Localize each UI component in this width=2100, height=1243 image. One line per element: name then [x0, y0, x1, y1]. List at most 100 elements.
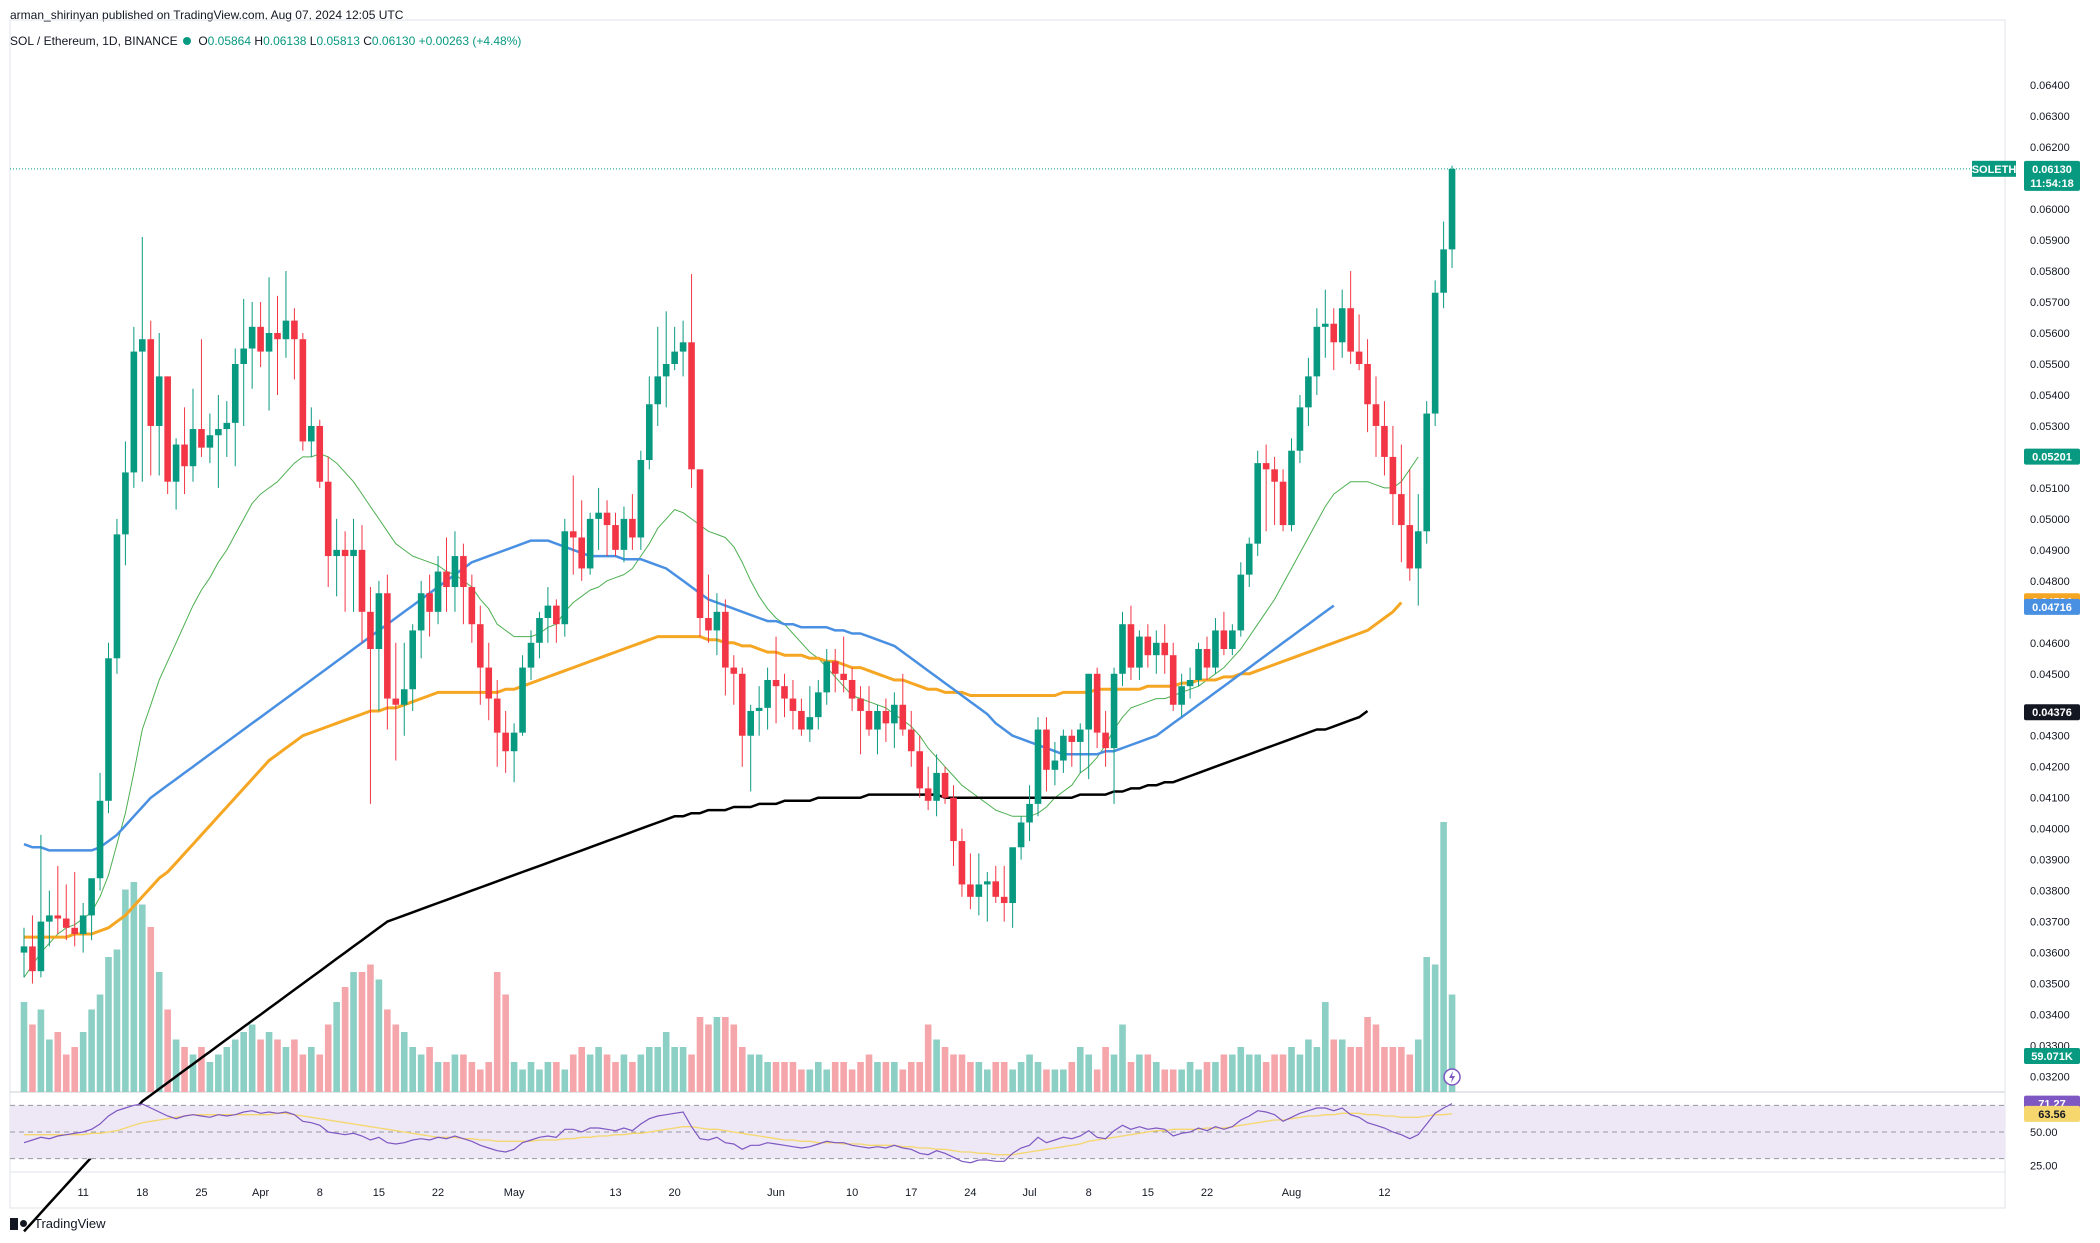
candle-body[interactable] — [409, 630, 416, 690]
candle-body[interactable] — [603, 512, 611, 526]
candle-body[interactable] — [595, 512, 602, 519]
candle-body[interactable] — [88, 878, 95, 916]
candle-body[interactable] — [992, 881, 1000, 897]
candle-body[interactable] — [984, 881, 991, 885]
candle-body[interactable] — [569, 531, 577, 538]
candle-body[interactable] — [1068, 735, 1076, 742]
candle-body[interactable] — [223, 422, 231, 430]
candle-body[interactable] — [29, 946, 36, 972]
candle-body[interactable] — [789, 698, 797, 711]
candle-body[interactable] — [37, 921, 45, 972]
candle-body[interactable] — [172, 444, 180, 482]
candle-body[interactable] — [1153, 642, 1160, 656]
candle-body[interactable] — [1186, 679, 1194, 687]
candle-body[interactable] — [823, 661, 831, 693]
candle-body[interactable] — [139, 339, 146, 352]
candle-body[interactable] — [282, 320, 290, 340]
candle-body[interactable] — [561, 531, 569, 625]
candle-body[interactable] — [764, 679, 771, 708]
candle-body[interactable] — [1026, 803, 1033, 823]
candle-body[interactable] — [1093, 673, 1101, 733]
candle-body[interactable] — [975, 884, 983, 897]
candle-body[interactable] — [1279, 481, 1287, 526]
candle-body[interactable] — [358, 549, 366, 612]
candle-body[interactable] — [20, 946, 28, 953]
candle-body[interactable] — [1355, 351, 1363, 364]
candle-body[interactable] — [899, 704, 907, 730]
candle-body[interactable] — [308, 425, 315, 442]
candle-body[interactable] — [248, 326, 256, 349]
candle-body[interactable] — [1440, 249, 1447, 293]
candle-body[interactable] — [637, 460, 645, 538]
candle-body[interactable] — [671, 351, 678, 364]
candle-body[interactable] — [874, 710, 881, 730]
candle-body[interactable] — [1034, 729, 1042, 804]
candle-body[interactable] — [443, 571, 450, 588]
candle-body[interactable] — [1381, 425, 1388, 457]
candle-body[interactable] — [1431, 292, 1439, 414]
candle-body[interactable] — [510, 732, 518, 752]
candle-body[interactable] — [553, 605, 560, 625]
candle-body[interactable] — [1448, 168, 1456, 250]
candle-body[interactable] — [240, 348, 247, 364]
candle-body[interactable] — [1406, 525, 1414, 569]
candle-body[interactable] — [54, 915, 62, 919]
candle-body[interactable] — [206, 435, 214, 448]
candle-body[interactable] — [1195, 648, 1202, 680]
candlesticks[interactable] — [10, 165, 2005, 984]
candle-body[interactable] — [231, 363, 239, 423]
candle-body[interactable] — [713, 611, 721, 631]
candle-body[interactable] — [426, 593, 433, 612]
candle-body[interactable] — [1060, 735, 1067, 761]
candle-body[interactable] — [840, 673, 847, 680]
candle-body[interactable] — [316, 425, 324, 482]
candle-body[interactable] — [1313, 326, 1321, 377]
candle-body[interactable] — [181, 444, 188, 467]
candle-body[interactable] — [1372, 404, 1380, 426]
candle-body[interactable] — [772, 679, 780, 687]
candle-body[interactable] — [493, 698, 501, 733]
candle-body[interactable] — [384, 593, 391, 699]
candle-body[interactable] — [1009, 847, 1016, 904]
candle-body[interactable] — [105, 658, 112, 801]
candle-body[interactable] — [1178, 686, 1185, 705]
candle-body[interactable] — [324, 481, 332, 557]
symbol-ohlc-legend[interactable]: SOL / Ethereum, 1D, BINANCE O0.05864 H0.… — [10, 34, 521, 48]
candle-body[interactable] — [79, 915, 87, 935]
candle-body[interactable] — [130, 351, 138, 473]
candle-body[interactable] — [71, 927, 78, 935]
candle-body[interactable] — [738, 673, 746, 736]
candle-body[interactable] — [1203, 648, 1211, 668]
candle-body[interactable] — [722, 611, 729, 668]
candle-body[interactable] — [1364, 363, 1371, 405]
candle-body[interactable] — [806, 717, 814, 730]
candle-body[interactable] — [367, 611, 374, 649]
candle-body[interactable] — [578, 537, 585, 569]
candle-body[interactable] — [477, 624, 484, 668]
candle-body[interactable] — [434, 571, 442, 612]
candle-body[interactable] — [586, 518, 594, 569]
candle-body[interactable] — [257, 326, 264, 352]
candle-body[interactable] — [527, 642, 535, 668]
candle-body[interactable] — [933, 772, 940, 801]
candle-body[interactable] — [916, 751, 923, 789]
candle-body[interactable] — [122, 472, 129, 535]
candle-body[interactable] — [1043, 729, 1050, 770]
candle-body[interactable] — [967, 884, 974, 897]
candle-body[interactable] — [468, 587, 476, 625]
candle-body[interactable] — [1110, 673, 1118, 749]
rsi-pane[interactable] — [10, 1103, 2005, 1164]
candle-body[interactable] — [291, 320, 298, 340]
candle-body[interactable] — [1144, 636, 1152, 656]
candle-body[interactable] — [451, 556, 459, 588]
candle-body[interactable] — [1322, 323, 1329, 327]
candle-body[interactable] — [1085, 673, 1092, 730]
candle-body[interactable] — [1127, 624, 1135, 668]
candle-body[interactable] — [1136, 636, 1143, 668]
candle-body[interactable] — [544, 605, 552, 619]
candle-body[interactable] — [730, 667, 738, 674]
candle-body[interactable] — [62, 918, 70, 928]
candle-body[interactable] — [265, 333, 273, 352]
candle-body[interactable] — [882, 710, 890, 724]
candle-body[interactable] — [189, 429, 197, 467]
